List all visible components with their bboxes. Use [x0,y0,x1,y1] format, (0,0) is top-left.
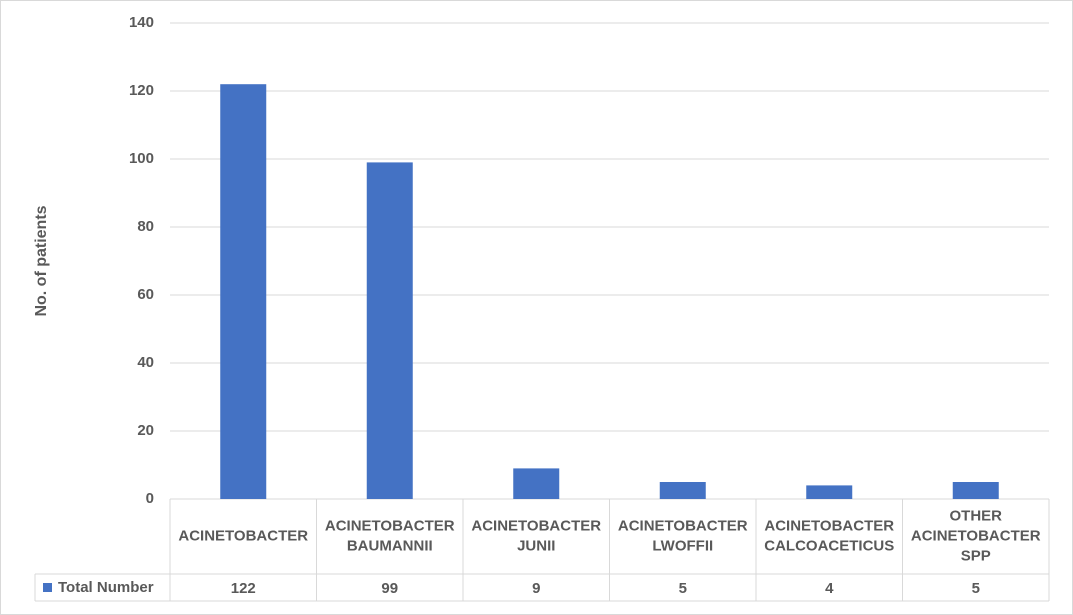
y-tick-label: 80 [137,218,154,235]
bar [513,468,560,499]
category-label: ACINETOBACTER JUNII [471,517,601,554]
bar [366,162,413,499]
category-label: ACINETOBACTER [178,527,308,544]
bar [659,482,706,499]
table-value: 99 [381,580,398,597]
category-label: ACINETOBACTER BAUMANNII [325,517,455,554]
legend-label: Total Number [58,579,154,596]
y-tick-label: 20 [137,422,154,439]
y-tick-label: 0 [146,490,154,507]
category-label: ACINETOBACTER LWOFFII [618,517,748,554]
y-tick-label: 100 [129,150,154,167]
table-value: 9 [532,580,540,597]
bar [220,84,267,499]
table-value: 5 [679,580,687,597]
y-tick-label: 60 [137,286,154,303]
y-axis-label: No. of patients [33,205,50,316]
y-tick-label: 120 [129,82,154,99]
y-tick-label: 140 [129,14,154,31]
y-tick-label: 40 [137,354,154,371]
legend-swatch [43,583,52,592]
category-label: ACINETOBACTER CALCOACETICUS [764,517,894,554]
bar [952,482,999,499]
bar [806,485,853,499]
table-value: 4 [825,580,834,597]
category-label: OTHER ACINETOBACTER SPP [911,507,1041,564]
table-value: 5 [972,580,980,597]
table-value: 122 [231,580,256,597]
